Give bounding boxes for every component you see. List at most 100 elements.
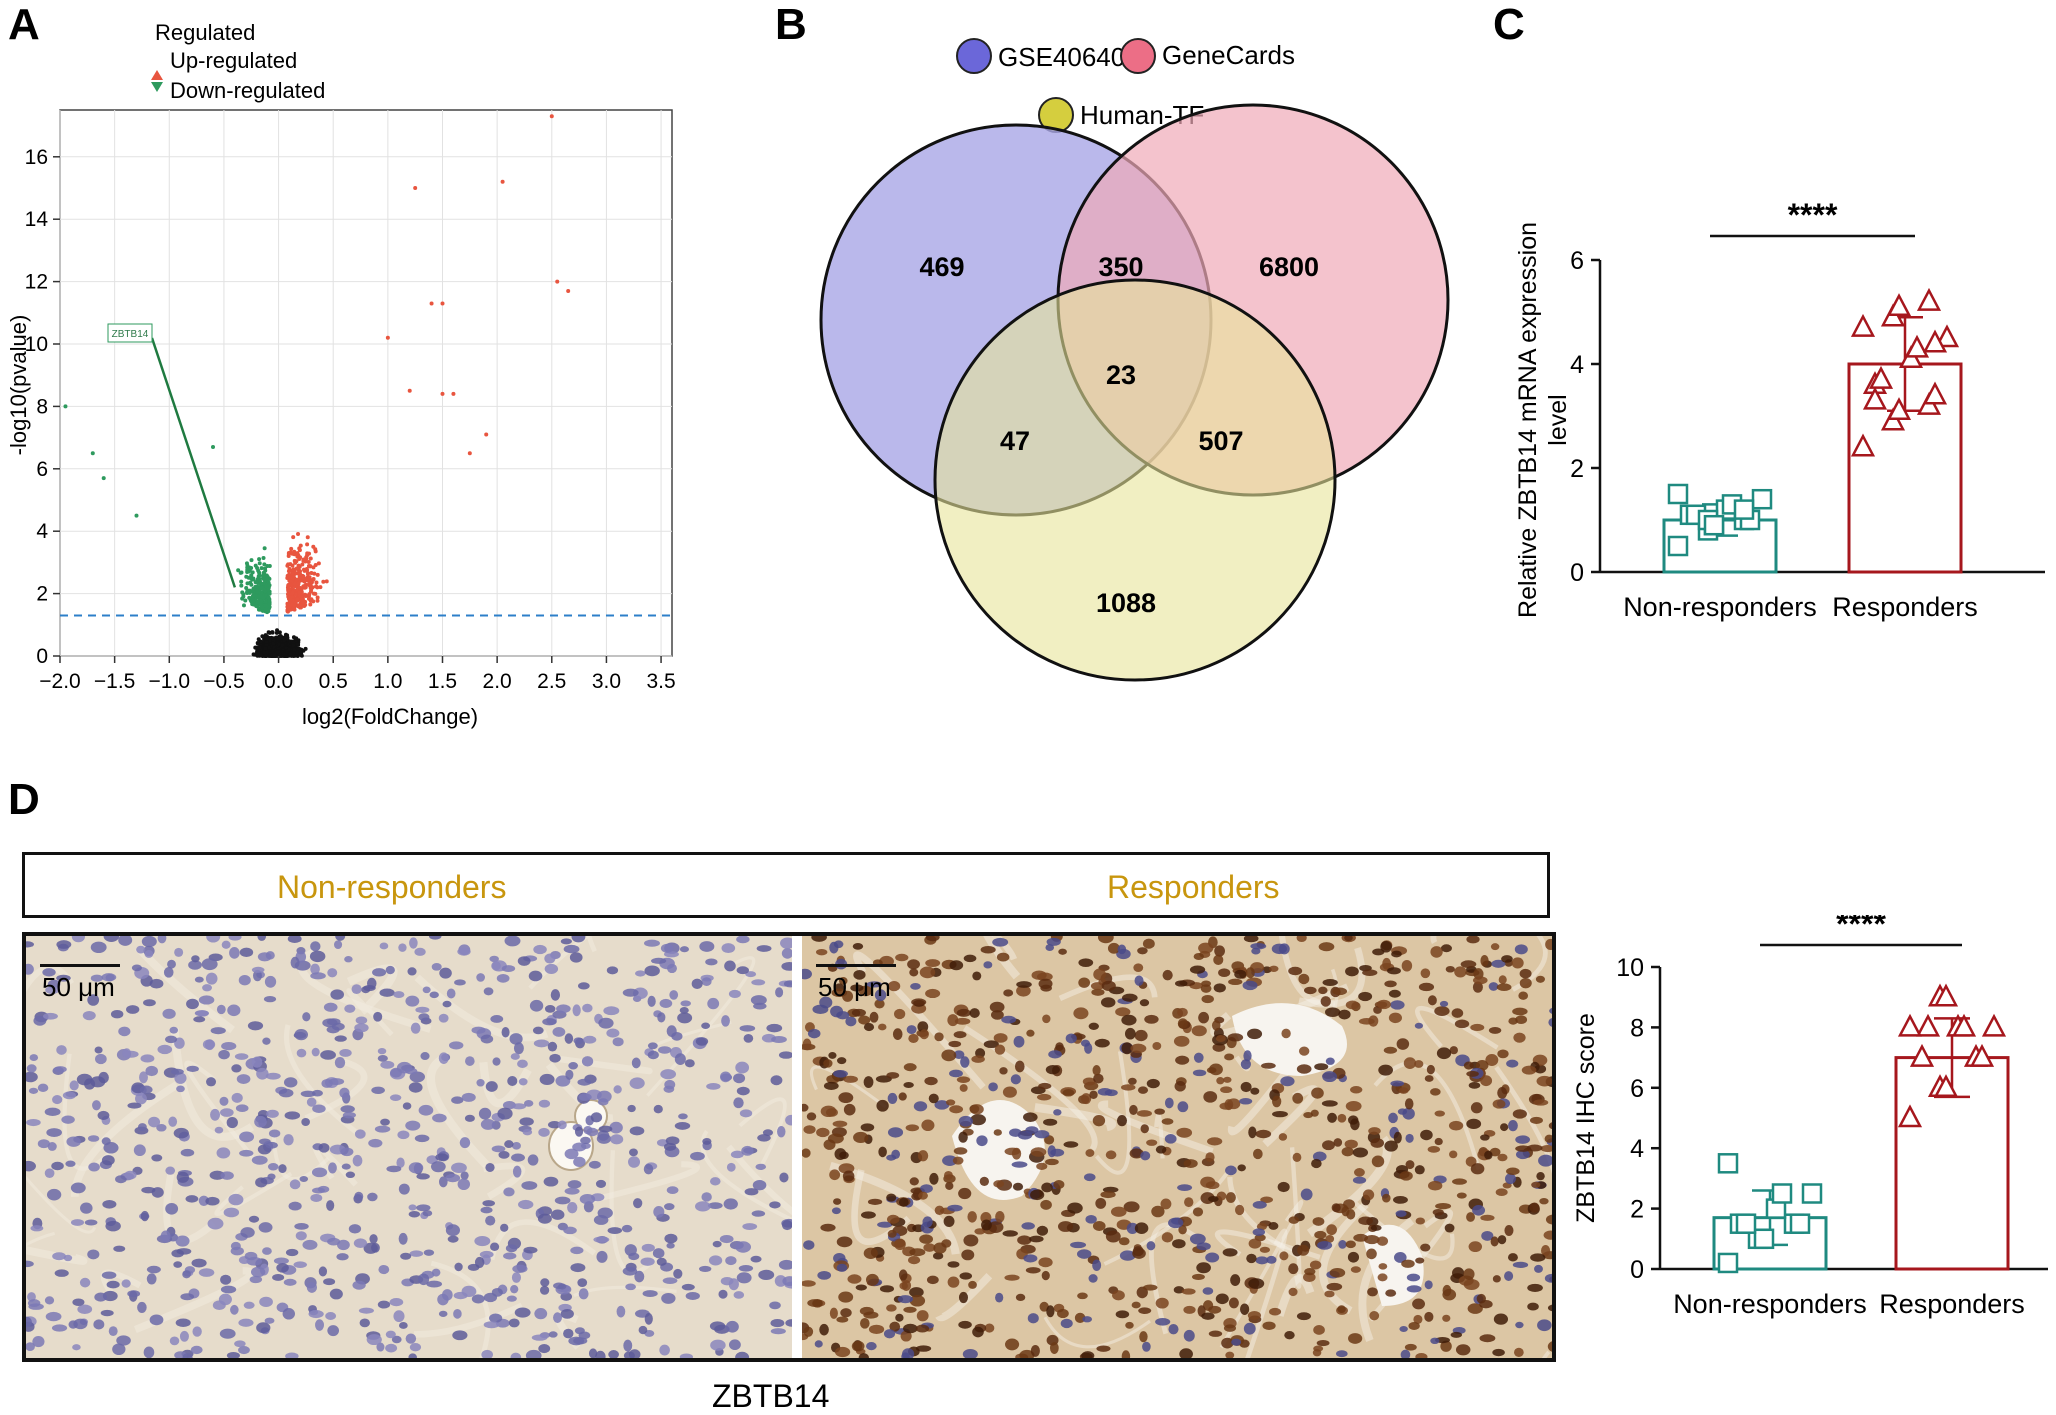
data-point-square [1733,499,1755,520]
cell-nucleus [380,1118,390,1126]
up-point [305,542,310,547]
cell-nucleus [103,936,120,943]
cell-nucleus [1228,978,1243,986]
cell-nucleus [1196,1262,1211,1274]
cell-nucleus [1530,1253,1546,1262]
cell-nucleus [1408,1321,1420,1330]
cell-nucleus [1183,1305,1196,1314]
ns-point [255,640,260,645]
cell-nucleus [593,1236,610,1243]
cell-nucleus [1298,1046,1310,1056]
cell-nucleus [738,1264,754,1272]
y-tick-label: 0 [1630,1256,1644,1284]
cell-nucleus [113,1245,126,1252]
cell-nucleus [989,1001,1005,1013]
cell-nucleus [143,1346,155,1358]
cell-nucleus [735,1241,752,1253]
cell-nucleus [1454,1019,1470,1029]
cell-nucleus [690,1151,705,1161]
tissue-fiber [1414,1005,1499,1050]
cell-nucleus [408,1082,423,1093]
cell-nucleus [1424,1311,1434,1322]
cell-nucleus [240,1227,255,1238]
cell-nucleus [1053,1180,1065,1189]
cell-nucleus [482,1200,495,1207]
cell-nucleus [1424,1075,1434,1082]
cell-nucleus [1337,1113,1347,1123]
cell-nucleus [1336,1350,1348,1358]
cell-nucleus [1248,1126,1257,1139]
cell-nucleus [712,1240,722,1248]
cell-nucleus [660,1069,677,1080]
cell-nucleus [393,1310,405,1323]
down-point [263,603,268,608]
cell-nucleus [662,1277,678,1284]
cell-nucleus [1368,1015,1379,1027]
cell-nucleus [1288,1263,1299,1275]
cell-nucleus [665,1136,680,1146]
cell-nucleus [1039,1301,1049,1312]
cell-nucleus [1427,995,1437,1006]
cell-nucleus [339,1087,350,1099]
cell-nucleus [667,963,677,974]
cell-nucleus [833,1198,842,1205]
cell-nucleus [656,1257,667,1266]
up-point [291,567,296,572]
cell-nucleus [666,1242,675,1249]
cell-nucleus [1288,1287,1298,1297]
cell-nucleus [51,1324,68,1332]
up-point [302,579,307,584]
cell-nucleus [532,1026,544,1035]
cell-nucleus [1535,975,1545,983]
cell-nucleus [1440,1340,1452,1352]
cell-nucleus [1225,1192,1236,1203]
cell-nucleus [1137,1086,1149,1094]
down-point [239,583,244,588]
cell-nucleus [1181,1288,1196,1295]
cell-nucleus [236,1074,251,1084]
cell-nucleus [123,1050,139,1058]
cell-nucleus [1208,1195,1219,1203]
cell-nucleus [145,1065,158,1077]
cell-nucleus [1337,1305,1346,1314]
cell-nucleus [1345,1100,1362,1112]
cell-nucleus [186,1065,199,1072]
cell-nucleus [1440,944,1452,953]
cell-nucleus [750,995,767,1006]
cell-nucleus [1142,1284,1158,1291]
cell-nucleus [984,1323,995,1333]
tissue-gap [1232,1003,1347,1076]
cell-nucleus [1092,1065,1101,1076]
cell-nucleus [1495,1188,1508,1196]
data-point-square [1789,1213,1811,1234]
cell-nucleus [1214,945,1225,957]
up-point [312,571,317,576]
cell-nucleus [569,952,583,963]
cell-nucleus [961,1249,975,1261]
cell-nucleus [69,1080,79,1091]
cell-nucleus [863,1076,874,1089]
cell-nucleus [972,971,982,981]
cell-nucleus [511,1272,522,1283]
cell-nucleus [315,1319,325,1331]
cell-nucleus [990,1010,1004,1020]
down-point [240,596,245,601]
cell-nucleus [101,973,117,982]
cell-nucleus [610,1134,624,1145]
down-point [251,586,256,591]
cell-nucleus [638,1325,648,1335]
cell-nucleus [228,1193,244,1206]
cell-nucleus [1344,936,1353,942]
cell-nucleus [833,1070,848,1078]
cell-nucleus [1049,1342,1059,1354]
cell-nucleus [887,1229,897,1238]
cell-nucleus [391,1335,402,1344]
scale-label-left: 50 μm [42,972,115,1002]
cell-nucleus [127,1102,142,1109]
y-tick-label: 4 [1570,351,1584,379]
cell-nucleus [323,1002,338,1012]
cell-nucleus [1288,966,1303,976]
cell-nucleus [1292,1092,1304,1104]
cell-nucleus [910,983,921,990]
data-point-square [1753,1228,1775,1250]
